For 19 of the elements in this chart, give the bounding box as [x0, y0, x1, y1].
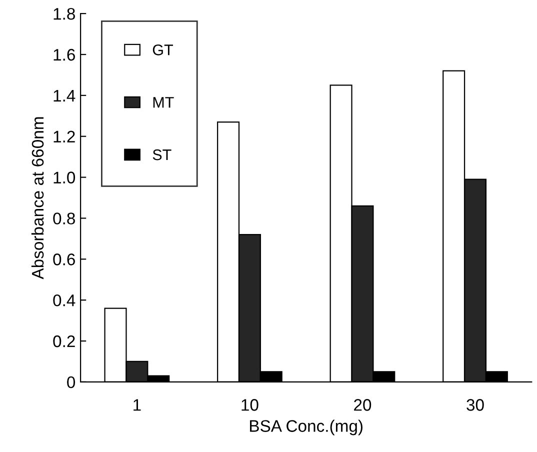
y-tick-label: 1.2 — [54, 130, 75, 142]
legend-label: MT — [153, 97, 174, 108]
y-tick-label: 1.8 — [54, 8, 75, 20]
y-tick-label: 0.4 — [53, 294, 76, 306]
x-tick-label: 20 — [354, 399, 372, 411]
y-tick-label: 1.4 — [54, 90, 76, 102]
y-tick-label: 0.2 — [53, 335, 75, 348]
x-axis-title: BSA Conc.(mg) — [250, 420, 362, 436]
x-tick-label: 30 — [466, 399, 484, 411]
y-tick-label: 1.6 — [54, 48, 75, 61]
y-tick-label: 0.8 — [53, 212, 75, 224]
y-tick-label: 1.0 — [54, 172, 76, 184]
legend-label: GT — [152, 44, 174, 56]
legend-label: ST — [152, 149, 172, 160]
x-tick-label: 1 — [134, 399, 141, 411]
x-tick-label: 10 — [242, 399, 258, 411]
y-axis-title: Absorbance at 660nm — [31, 117, 44, 280]
y-tick-label: 0.6 — [53, 254, 75, 266]
y-tick-label: 0 — [67, 376, 76, 388]
